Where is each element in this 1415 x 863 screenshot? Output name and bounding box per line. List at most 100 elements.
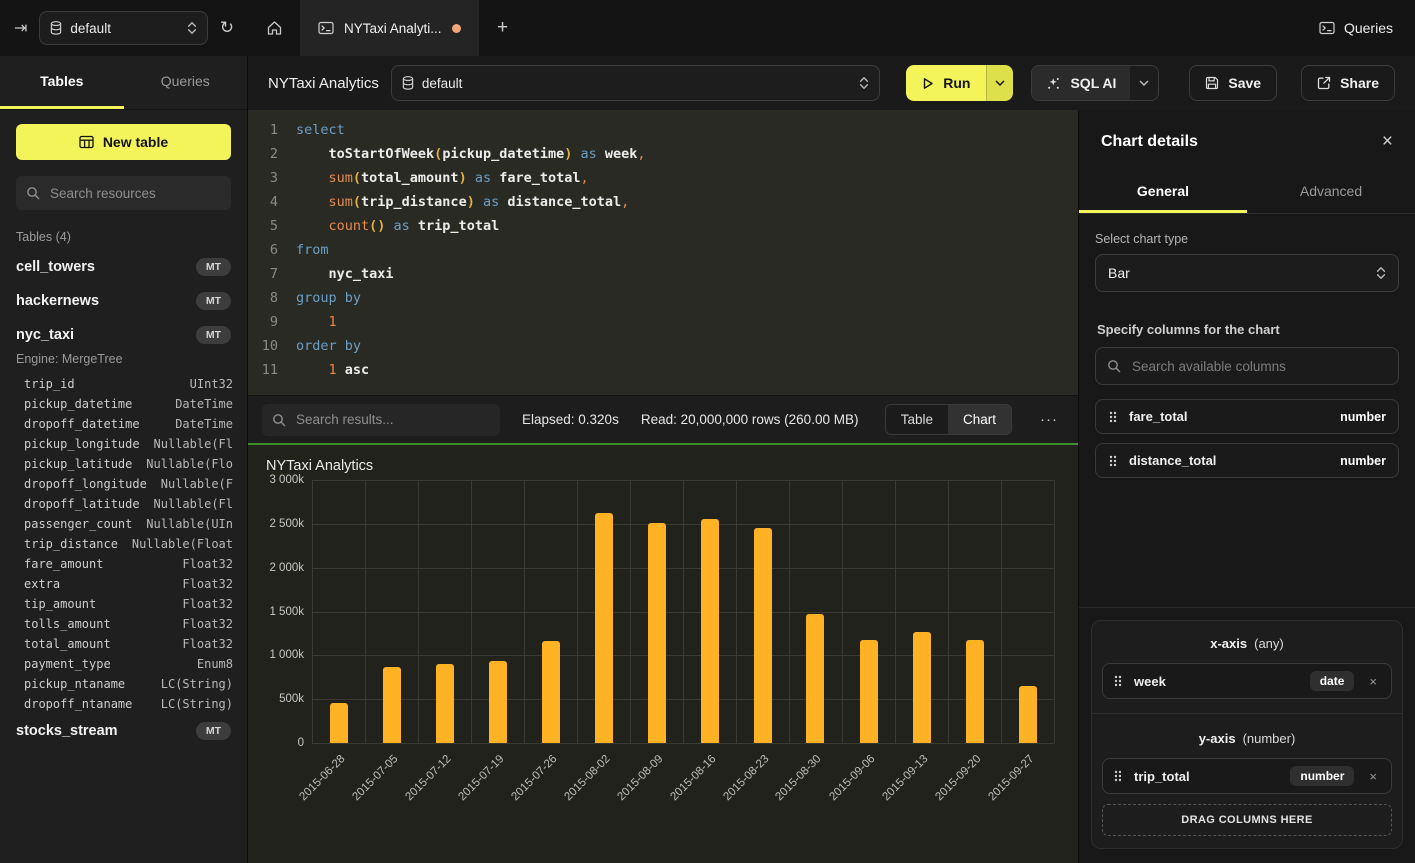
topbar-database-selector[interactable]: default bbox=[39, 11, 208, 45]
new-table-button[interactable]: New table bbox=[16, 124, 231, 160]
run-options-caret[interactable] bbox=[986, 65, 1014, 101]
database-selector-value: default bbox=[70, 20, 111, 36]
results-search[interactable] bbox=[262, 403, 500, 436]
sidebar-tab-queries[interactable]: Queries bbox=[160, 73, 210, 89]
remove-column-icon[interactable]: × bbox=[1369, 673, 1377, 689]
chart-bar[interactable] bbox=[806, 614, 825, 743]
play-icon bbox=[922, 77, 934, 90]
gridline bbox=[842, 480, 843, 743]
drag-columns-drop-zone[interactable]: DRAG COLUMNS HERE bbox=[1102, 804, 1392, 836]
gridline bbox=[683, 480, 684, 743]
sidebar-search[interactable] bbox=[16, 176, 231, 210]
drag-handle-icon[interactable] bbox=[1113, 769, 1123, 783]
axis-config-section: x-axis (any) week date × y-axis (number) tri… bbox=[1079, 607, 1415, 863]
chart-bar[interactable] bbox=[541, 641, 560, 743]
refresh-icon[interactable]: ↻ bbox=[219, 18, 234, 37]
terminal-icon bbox=[318, 21, 334, 35]
panel-tab-advanced[interactable]: Advanced bbox=[1299, 183, 1363, 199]
chart-type-select[interactable]: Bar bbox=[1095, 254, 1399, 292]
x-tick-label: 2015-08-02 bbox=[561, 753, 612, 804]
drag-handle-icon[interactable] bbox=[1113, 674, 1123, 688]
x-tick-label: 2015-07-19 bbox=[455, 753, 506, 804]
chart-type-value: Bar bbox=[1108, 265, 1130, 281]
chart-bar[interactable] bbox=[859, 639, 878, 743]
column-type: Nullable(Fl bbox=[153, 497, 233, 511]
search-icon bbox=[26, 186, 40, 200]
sidebar-tabs: Tables Queries bbox=[0, 56, 247, 110]
gridline bbox=[312, 743, 1054, 744]
drag-handle-icon[interactable] bbox=[1108, 410, 1118, 424]
more-options-icon[interactable]: ··· bbox=[1040, 411, 1058, 428]
queries-button[interactable]: Queries bbox=[1297, 0, 1415, 56]
chart-bar[interactable] bbox=[965, 639, 984, 743]
sidebar-search-input[interactable] bbox=[48, 184, 221, 202]
new-tab-button[interactable]: + bbox=[496, 17, 509, 38]
columns-search-input[interactable] bbox=[1130, 357, 1387, 375]
rows-read: Read: 20,000,000 rows (260.00 MB) bbox=[640, 412, 859, 427]
table-row[interactable]: cell_towers MT bbox=[0, 250, 247, 284]
sql-ai-caret[interactable] bbox=[1130, 66, 1159, 100]
column-chip[interactable]: fare_total number bbox=[1095, 399, 1399, 434]
save-button[interactable]: Save bbox=[1189, 65, 1278, 101]
column-name: pickup_latitude bbox=[24, 457, 133, 471]
drag-handle-icon[interactable] bbox=[1108, 454, 1118, 468]
columns-search[interactable] bbox=[1095, 347, 1399, 385]
chart-bar[interactable] bbox=[488, 661, 507, 743]
chart-bar[interactable] bbox=[594, 513, 613, 743]
column-row: dropoff_longitude Nullable(F bbox=[0, 474, 247, 494]
column-row: trip_distance Nullable(Float bbox=[0, 534, 247, 554]
view-toggle-chart[interactable]: Chart bbox=[947, 405, 1011, 434]
top-bar: ⇥ default ↻ bbox=[0, 0, 1415, 56]
column-chip-type: number bbox=[1340, 453, 1386, 468]
y-tick-label: 3 000k bbox=[269, 474, 304, 486]
new-table-label: New table bbox=[102, 134, 169, 150]
chart-bar[interactable] bbox=[753, 528, 772, 743]
axis-chip-type-badge: number bbox=[1290, 766, 1355, 786]
column-type: Nullable(F bbox=[160, 477, 233, 491]
y-tick-label: 500k bbox=[279, 693, 304, 706]
chart-bar[interactable] bbox=[435, 664, 454, 743]
chart-bar[interactable] bbox=[647, 522, 666, 743]
chart-bar[interactable] bbox=[912, 631, 931, 743]
code-line: 2 toStartOfWeek(pickup_datetime) as week, bbox=[248, 142, 1078, 166]
view-toggle-table[interactable]: Table bbox=[900, 412, 933, 427]
query-database-selector[interactable]: default bbox=[390, 65, 881, 101]
table-row[interactable]: nyc_taxi MT bbox=[0, 318, 247, 352]
chevron-updown-icon bbox=[1376, 266, 1386, 280]
y-axis-labels: 3 000k 2 500k 2 000k 1 500k 1 000k 500k 0 bbox=[264, 474, 312, 749]
axis-column-chip[interactable]: week date × bbox=[1102, 663, 1392, 699]
chart-bar[interactable] bbox=[1018, 686, 1037, 743]
query-area: 1 select 2 toStartOfWeek(pickup_datetime) a… bbox=[248, 110, 1078, 863]
chart-bar[interactable] bbox=[382, 666, 401, 743]
y-axis-title: y-axis (number) bbox=[1198, 731, 1296, 746]
column-name: fare_amount bbox=[24, 557, 104, 571]
results-search-input[interactable] bbox=[294, 411, 490, 428]
panel-title: Chart details bbox=[1101, 132, 1198, 150]
column-row: pickup_longitude Nullable(Fl bbox=[0, 434, 247, 454]
gridline bbox=[418, 480, 419, 743]
chart-bar[interactable] bbox=[329, 702, 348, 743]
sql-ai-button[interactable]: SQL AI bbox=[1031, 65, 1160, 101]
collapse-sidebar-icon[interactable]: ⇥ bbox=[14, 20, 28, 37]
table-row[interactable]: stocks_stream MT bbox=[0, 714, 247, 748]
line-number: 11 bbox=[261, 362, 278, 378]
sql-editor[interactable]: 1 select 2 toStartOfWeek(pickup_datetime) a… bbox=[248, 110, 1078, 395]
line-number: 2 bbox=[269, 146, 278, 162]
chart-details-panel: Chart details × General Advanced Select c… bbox=[1078, 110, 1415, 863]
remove-column-icon[interactable]: × bbox=[1369, 768, 1377, 784]
terminal-icon bbox=[1319, 21, 1335, 35]
table-row[interactable]: hackernews MT bbox=[0, 284, 247, 318]
home-button[interactable] bbox=[248, 0, 300, 56]
panel-tab-general[interactable]: General bbox=[1079, 171, 1247, 213]
close-icon[interactable]: × bbox=[1381, 131, 1393, 152]
axis-column-chip[interactable]: trip_total number × bbox=[1102, 758, 1392, 794]
tab-nytaxi-analytics[interactable]: NYTaxi Analyti... bbox=[300, 0, 479, 56]
sidebar-tab-tables[interactable]: Tables bbox=[0, 56, 124, 109]
run-button[interactable]: Run bbox=[906, 65, 1014, 101]
share-button[interactable]: Share bbox=[1301, 65, 1395, 101]
chart-bar[interactable] bbox=[700, 518, 719, 743]
column-chip[interactable]: distance_total number bbox=[1095, 443, 1399, 478]
column-name: trip_id bbox=[24, 377, 75, 391]
save-label: Save bbox=[1228, 75, 1262, 91]
column-row: tip_amount Float32 bbox=[0, 594, 247, 614]
